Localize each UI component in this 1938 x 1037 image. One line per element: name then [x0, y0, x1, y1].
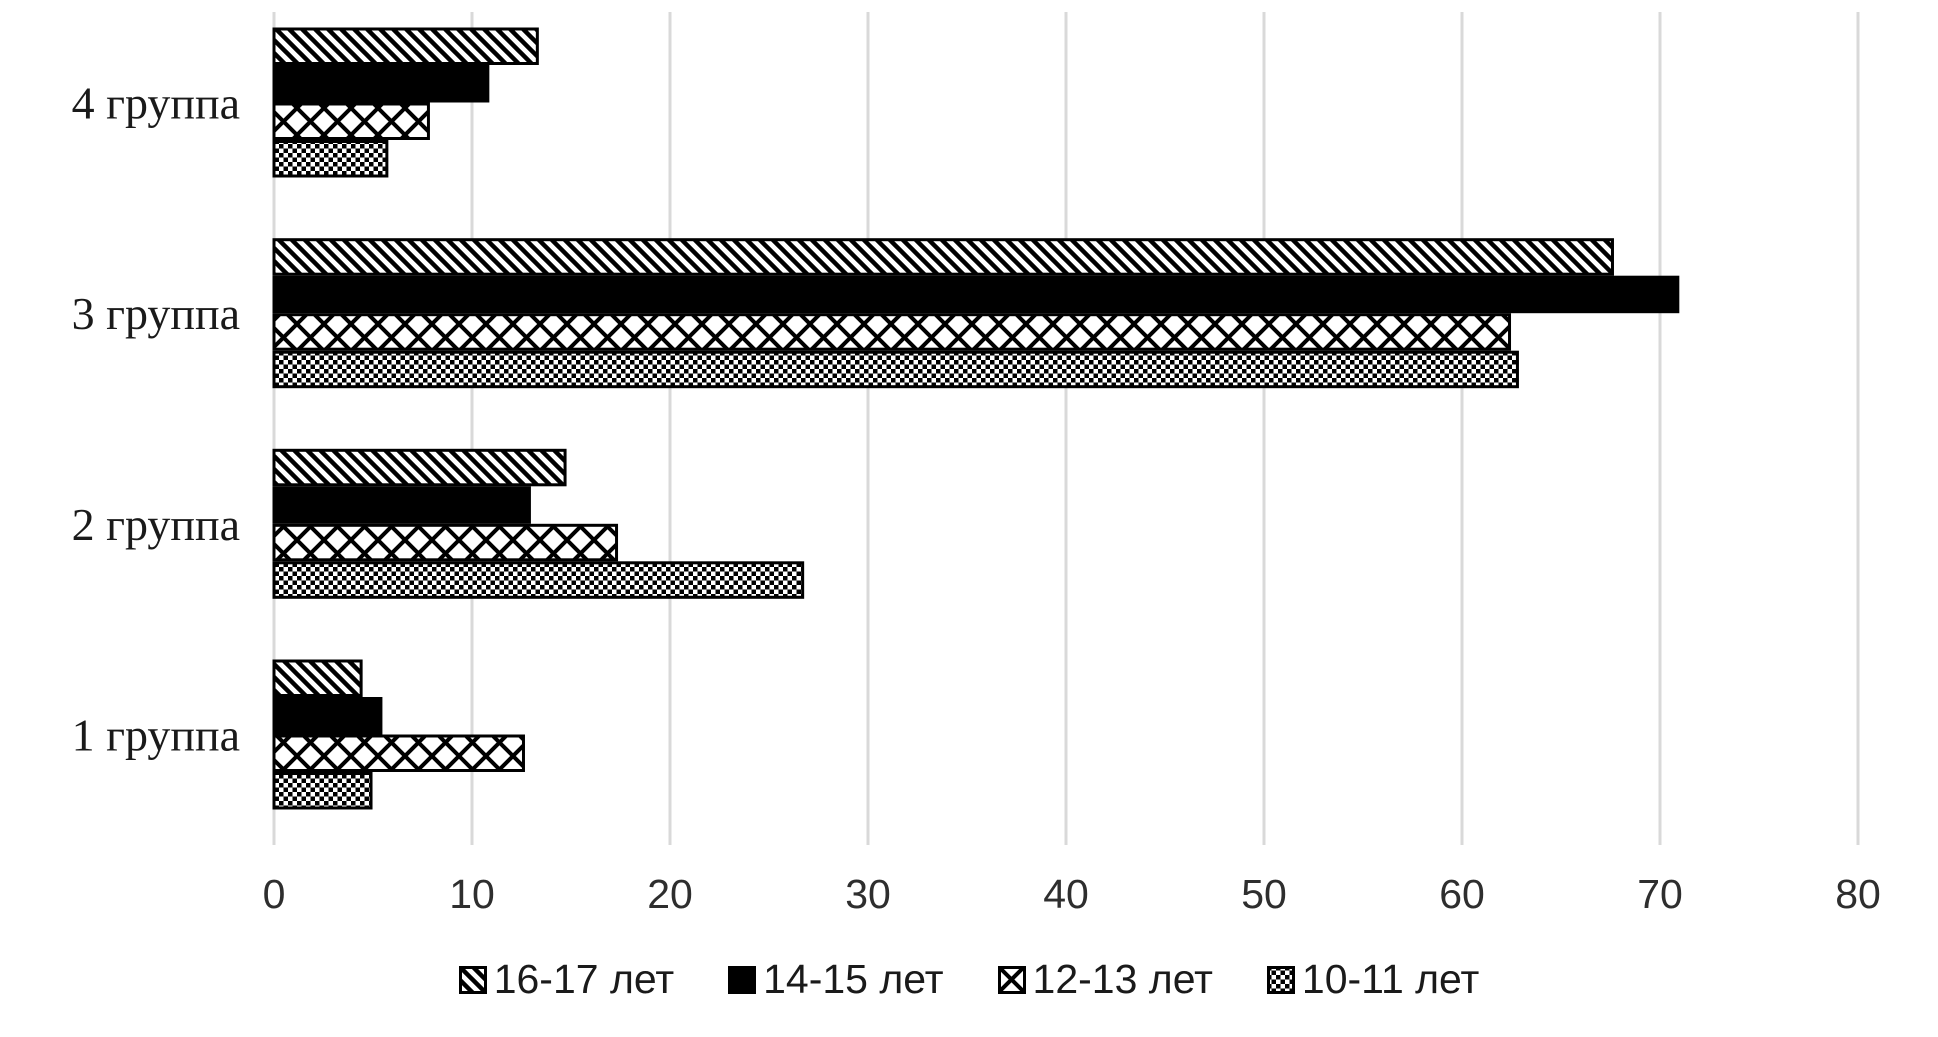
bar-16-17 лет-3 группа — [272, 238, 1614, 276]
legend-swatch-icon — [458, 965, 487, 994]
category-labels: 4 группа 3 группа 2 группа 1 группа — [72, 78, 240, 761]
x-tick-label: 0 — [263, 871, 286, 917]
x-tick-label: 80 — [1835, 871, 1881, 917]
bar-12-13 лет-3 группа — [272, 313, 1512, 351]
bar-14-15 лет-4 группа — [272, 65, 490, 103]
legend-item: 14-15 лет — [728, 956, 944, 1003]
legend-swatch-icon — [1266, 965, 1295, 994]
bars-group — [272, 27, 1680, 810]
category-label: 1 группа — [72, 710, 240, 761]
category-label: 3 группа — [72, 288, 240, 339]
x-tick-label: 40 — [1043, 871, 1089, 917]
x-tick-label: 30 — [845, 871, 891, 917]
bar-10-11 лет-1 группа — [272, 772, 373, 810]
x-tick-label: 20 — [647, 871, 693, 917]
legend-item: 10-11 лет — [1266, 956, 1480, 1003]
legend-item: 12-13 лет — [997, 956, 1213, 1003]
legend-label: 12-13 лет — [1032, 956, 1213, 1002]
bar-14-15 лет-1 группа — [272, 697, 383, 735]
legend-swatch-icon — [728, 965, 757, 994]
gridlines — [272, 12, 1860, 845]
bar-14-15 лет-2 группа — [272, 486, 531, 524]
category-label: 2 группа — [72, 499, 240, 550]
bar-12-13 лет-1 группа — [272, 734, 525, 772]
legend-swatch-icon — [997, 965, 1026, 994]
bar-16-17 лет-4 группа — [272, 27, 539, 65]
x-tick-label: 60 — [1439, 871, 1485, 917]
legend: 16-17 лет 14-15 лет 12-13 лет 10-11 лет — [0, 956, 1938, 1003]
x-tick-label: 70 — [1637, 871, 1683, 917]
legend-label: 14-15 лет — [763, 956, 944, 1002]
bar-10-11 лет-4 группа — [272, 140, 389, 178]
bar-16-17 лет-1 группа — [272, 659, 363, 697]
legend-item: 16-17 лет — [458, 956, 675, 1003]
x-tick-label: 10 — [449, 871, 495, 917]
bar-12-13 лет-4 группа — [272, 102, 430, 140]
bar-10-11 лет-2 группа — [272, 561, 805, 599]
legend-label: 16-17 лет — [493, 956, 675, 1002]
x-tick-label: 50 — [1241, 871, 1287, 917]
legend-label: 10-11 лет — [1301, 956, 1480, 1002]
category-label: 4 группа — [72, 78, 240, 129]
bar-14-15 лет-3 группа — [272, 275, 1680, 314]
bar-10-11 лет-3 группа — [272, 350, 1519, 389]
bar-12-13 лет-2 группа — [272, 523, 619, 562]
x-axis-tick-labels: 0 10 20 30 40 50 60 70 80 — [263, 871, 1881, 917]
bar-16-17 лет-2 группа — [272, 448, 567, 487]
